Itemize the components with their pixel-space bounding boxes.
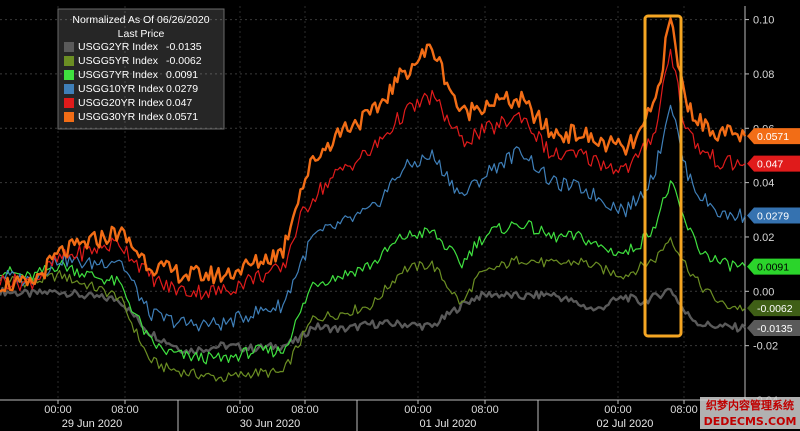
legend-series-value: -0.0062 — [166, 55, 202, 67]
series-line-usgg30yr-index — [0, 17, 747, 293]
x-date-label: 01 Jul 2020 — [420, 418, 477, 430]
price-tag-usgg5yr-index: -0.0062 — [747, 300, 800, 317]
x-tick-label: 08:00 — [291, 404, 319, 416]
legend-swatch — [64, 84, 74, 94]
series-line-usgg5yr-index — [0, 237, 746, 383]
legend: Normalized As Of 06/26/2020 Last Price U… — [57, 8, 225, 130]
legend-entry: USGG30YR Index 0.0571 — [64, 111, 198, 123]
price-tag-bg — [747, 258, 800, 275]
series-line-usgg10yr-index — [0, 104, 746, 332]
legend-series-name: USGG2YR Index — [78, 41, 159, 53]
legend-items: USGG2YR Index -0.0135 USGG5YR Index -0.0062… — [64, 41, 202, 123]
y-tick-label: 0.00 — [753, 286, 774, 298]
legend-series-value: 0.0279 — [166, 83, 198, 95]
price-tag-bg — [747, 155, 800, 172]
price-tag-usgg30yr-index: 0.0571 — [747, 128, 800, 145]
legend-series-value: 0.0571 — [166, 111, 198, 123]
x-date-label: 30 Jun 2020 — [240, 418, 301, 430]
price-tag-bg — [747, 128, 800, 145]
series-line-usgg20yr-index — [0, 48, 746, 300]
series-lines — [0, 17, 747, 383]
price-tag-bg — [747, 207, 800, 224]
legend-entry: USGG7YR Index 0.0091 — [64, 69, 198, 81]
price-tag-label: 0.047 — [757, 159, 783, 171]
y-tick-label: 0.02 — [753, 232, 774, 244]
legend-swatch — [64, 70, 74, 80]
legend-series-name: USGG10YR Index — [78, 83, 165, 95]
legend-swatch — [64, 42, 74, 52]
highlight-box — [643, 14, 683, 338]
x-axis: 00:00 08:00 00:00 08:00 00:00 08:00 00:00 08:00… — [0, 399, 745, 431]
x-tick-label: 08:00 — [471, 404, 499, 416]
legend-series-name: USGG30YR Index — [78, 111, 165, 123]
watermark-line2: DEDECMS.COM — [704, 415, 797, 428]
price-tag-bg — [747, 319, 800, 336]
legend-series-value: 0.0091 — [166, 69, 198, 81]
price-tag-usgg7yr-index: 0.0091 — [747, 258, 800, 275]
y-tick-label: 0.08 — [753, 69, 774, 81]
price-tag-usgg10yr-index: 0.0279 — [747, 207, 800, 224]
legend-series-name: USGG7YR Index — [78, 69, 159, 81]
watermark-bg-2 — [700, 413, 800, 429]
y-tick-label: 0.04 — [753, 178, 774, 190]
y-tick-label: 0.10 — [753, 15, 774, 27]
legend-swatch — [64, 112, 74, 122]
legend-series-name: USGG20YR Index — [78, 97, 165, 109]
price-tag-label: 0.0091 — [757, 262, 789, 274]
price-tag-label: 0.0279 — [757, 210, 789, 222]
y-tick-label: -0.02 — [753, 341, 778, 353]
last-price-tags: -0.0135 -0.0062 0.0091 0.0279 0.047 0.0571 — [747, 128, 800, 336]
price-tag-label: -0.0135 — [757, 323, 793, 335]
series-line-usgg7yr-index — [0, 180, 746, 365]
price-tag-label: -0.0062 — [757, 303, 793, 315]
x-date-label: 02 Jul 2020 — [597, 418, 654, 430]
legend-series-name: USGG5YR Index — [78, 55, 159, 67]
legend-entry: USGG10YR Index 0.0279 — [64, 83, 198, 95]
legend-entry: USGG2YR Index -0.0135 — [64, 41, 202, 53]
x-tick-label: 00:00 — [404, 404, 432, 416]
legend-series-value: -0.0135 — [166, 41, 202, 53]
price-tag-usgg20yr-index: 0.047 — [747, 155, 800, 172]
x-tick-label: 08:00 — [670, 404, 698, 416]
legend-series-value: 0.047 — [166, 97, 192, 109]
x-tick-label: 00:00 — [604, 404, 632, 416]
price-tag-bg — [747, 300, 800, 317]
watermark: 织梦内容管理系统 DEDECMS.COM — [700, 397, 800, 429]
legend-box — [57, 8, 225, 130]
watermark-line1: 织梦内容管理系统 — [706, 398, 794, 412]
price-tag-usgg2yr-index: -0.0135 — [747, 319, 800, 336]
price-tag-label: 0.0571 — [757, 131, 789, 143]
x-tick-label: 00:00 — [44, 404, 72, 416]
legend-subtitle: Last Price — [118, 28, 165, 40]
x-date-label: 29 Jun 2020 — [62, 418, 123, 430]
watermark-bg-1 — [700, 397, 800, 413]
x-tick-label: 08:00 — [111, 404, 139, 416]
legend-entry: USGG20YR Index 0.047 — [64, 97, 192, 109]
legend-swatch — [64, 56, 74, 66]
x-tick-label: 00:00 — [226, 404, 254, 416]
legend-title: Normalized As Of 06/26/2020 — [72, 14, 209, 26]
legend-entry: USGG5YR Index -0.0062 — [64, 55, 202, 67]
legend-swatch — [64, 98, 74, 108]
series-line-usgg2yr-index — [0, 286, 746, 355]
